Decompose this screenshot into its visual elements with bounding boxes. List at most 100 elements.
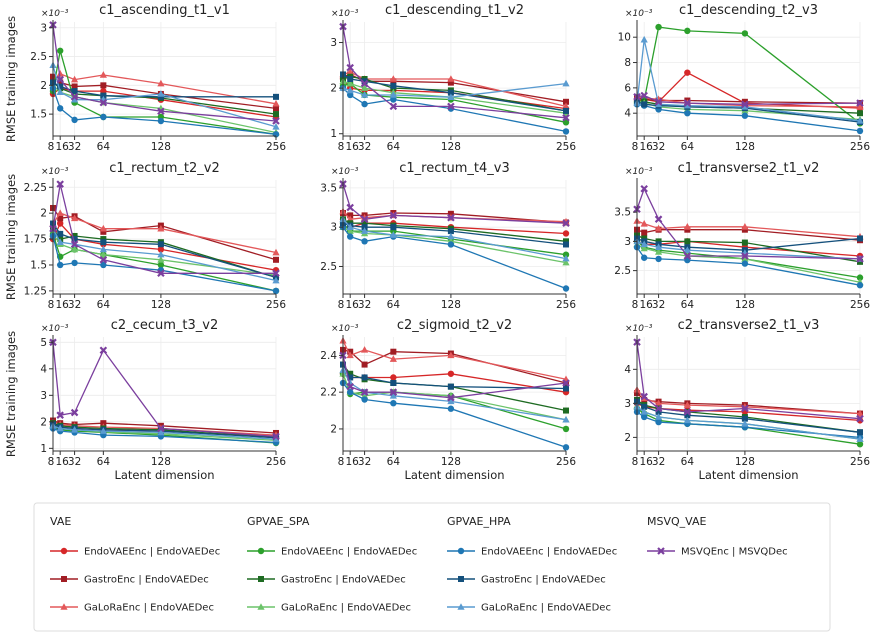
data-point bbox=[447, 89, 454, 96]
data-point bbox=[640, 35, 648, 43]
data-point bbox=[70, 93, 79, 101]
data-point bbox=[99, 98, 108, 107]
data-point bbox=[389, 355, 397, 362]
data-point bbox=[56, 220, 64, 227]
data-point bbox=[272, 122, 280, 130]
data-point bbox=[655, 23, 662, 31]
data-point bbox=[684, 226, 691, 233]
x-tick-label: 16 bbox=[346, 299, 360, 311]
x-tick-label: 8 bbox=[632, 456, 639, 468]
axis-scale-label: ×10⁻³ bbox=[625, 324, 653, 334]
data-point bbox=[655, 408, 662, 415]
y-tick-label: 2 bbox=[624, 432, 631, 444]
data-point bbox=[346, 382, 354, 391]
x-tick-label: 256 bbox=[266, 299, 286, 311]
subplot-c1_rectum_t2_v2: 8 16 32 64 128 256 1.25 1.5 1.75 2 2.25 ×10⁻³ c1_rec… bbox=[4, 161, 286, 311]
x-tick-label: 64 bbox=[97, 299, 111, 311]
data-point bbox=[741, 222, 749, 230]
data-point bbox=[563, 107, 569, 114]
data-point bbox=[361, 224, 368, 231]
series-line bbox=[342, 364, 567, 390]
x-tick-label: 8 bbox=[632, 299, 639, 311]
data-point bbox=[654, 404, 663, 413]
data-point bbox=[640, 220, 648, 227]
y-tick-label: 1.5 bbox=[30, 259, 47, 271]
axis-scale-label: ×10⁻³ bbox=[331, 9, 359, 19]
x-axis-label: Latent dimension bbox=[114, 468, 214, 482]
y-tick-label: 2 bbox=[330, 83, 337, 95]
data-point bbox=[562, 444, 570, 451]
data-point bbox=[447, 405, 455, 412]
series-line bbox=[52, 87, 277, 135]
legend-item-label: GaLoRaEnc | EndoVAEDec bbox=[281, 603, 411, 614]
y-tick-label: 2 bbox=[40, 80, 47, 92]
data-point bbox=[157, 224, 165, 232]
y-tick-label: 10 bbox=[618, 32, 631, 44]
data-point bbox=[684, 238, 691, 245]
data-point bbox=[654, 243, 663, 251]
data-point bbox=[741, 255, 749, 262]
legend-item-label: GaLoRaEnc | EndoVAEDec bbox=[481, 603, 611, 614]
data-point bbox=[99, 427, 107, 434]
x-tick-label: 128 bbox=[735, 299, 755, 311]
data-point bbox=[563, 98, 569, 105]
x-tick-label: 64 bbox=[387, 299, 401, 311]
y-tick-label: 1 bbox=[40, 443, 47, 455]
x-tick-label: 256 bbox=[266, 456, 286, 468]
data-point bbox=[157, 79, 165, 87]
data-point bbox=[856, 255, 864, 263]
legend-marker bbox=[61, 576, 67, 582]
x-tick-label: 32 bbox=[68, 299, 81, 311]
data-point bbox=[389, 102, 398, 111]
x-tick-label: 16 bbox=[56, 456, 70, 468]
data-point bbox=[346, 86, 354, 94]
data-point bbox=[100, 228, 107, 235]
data-point bbox=[390, 374, 397, 381]
y-tick-label: 1.25 bbox=[24, 285, 47, 297]
subplot-title: c2_cecum_t3_v2 bbox=[111, 318, 218, 333]
x-tick-label: 128 bbox=[151, 141, 171, 153]
data-point bbox=[447, 241, 455, 248]
x-tick-label: 32 bbox=[358, 299, 371, 311]
data-point bbox=[71, 88, 78, 95]
data-point bbox=[56, 47, 64, 54]
y-tick-label: 4 bbox=[40, 363, 47, 375]
legend-group-GPVAE_SPA: GPVAE_SPA EndoVAEEnc | EndoVAEDec GastroEn… bbox=[247, 515, 417, 614]
x-tick-label: 8 bbox=[338, 299, 345, 311]
x-tick-label: 32 bbox=[652, 456, 665, 468]
data-point bbox=[683, 252, 692, 260]
series-line bbox=[52, 50, 277, 135]
y-tick-label: 3 bbox=[40, 22, 47, 34]
data-point bbox=[741, 239, 748, 246]
x-tick-label: 256 bbox=[850, 299, 870, 311]
data-point bbox=[100, 236, 107, 243]
subplot-title: c1_transverse2_t1_v2 bbox=[678, 161, 820, 176]
data-point bbox=[856, 274, 864, 281]
subplot-c1_transverse2_t1_v2: 8 16 32 64 128 256 2.5 3 3.5 ×10⁻³ c1_transverse2_… bbox=[614, 161, 870, 311]
legend-group-VAE: VAE EndoVAEEnc | EndoVAEDec GastroEnc | En… bbox=[50, 515, 220, 614]
data-point bbox=[157, 428, 165, 436]
x-tick-label: 32 bbox=[652, 299, 665, 311]
x-tick-label: 8 bbox=[632, 141, 639, 153]
data-point bbox=[857, 429, 863, 436]
data-point bbox=[741, 112, 749, 119]
data-point bbox=[562, 379, 570, 387]
series-line bbox=[52, 183, 276, 274]
y-tick-label: 2.2 bbox=[320, 387, 337, 399]
x-tick-label: 32 bbox=[358, 141, 371, 153]
data-point bbox=[272, 117, 280, 125]
data-point bbox=[447, 102, 455, 111]
data-point bbox=[273, 105, 279, 112]
data-point bbox=[71, 232, 78, 239]
data-point bbox=[562, 102, 570, 110]
series-line bbox=[52, 24, 277, 122]
data-point bbox=[272, 276, 280, 284]
data-point bbox=[640, 91, 648, 100]
data-point bbox=[741, 252, 749, 260]
data-point bbox=[683, 401, 691, 408]
axis-scale-label: ×10⁻³ bbox=[331, 167, 359, 177]
x-tick-label: 16 bbox=[56, 299, 70, 311]
data-point bbox=[347, 370, 354, 377]
data-point bbox=[273, 111, 279, 118]
